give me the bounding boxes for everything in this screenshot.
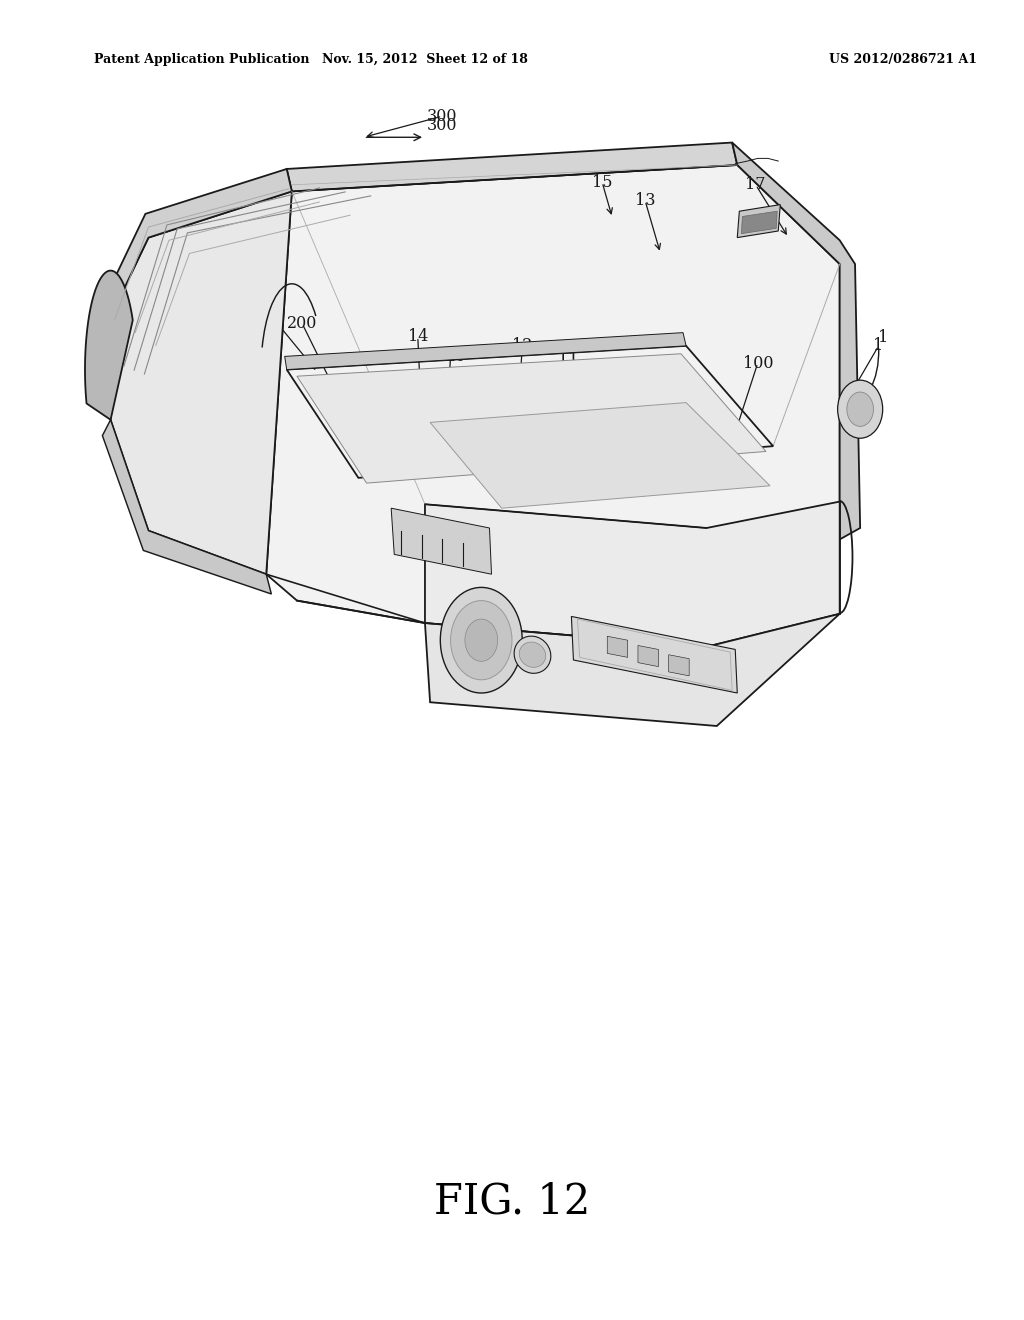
Polygon shape (737, 205, 780, 238)
Polygon shape (287, 143, 737, 191)
Text: 12: 12 (512, 338, 532, 354)
Polygon shape (607, 636, 628, 657)
Text: 1: 1 (878, 330, 888, 346)
Circle shape (440, 587, 522, 693)
Text: 140: 140 (435, 348, 466, 364)
Polygon shape (638, 645, 658, 667)
Text: Patent Application Publication: Patent Application Publication (94, 53, 309, 66)
Polygon shape (111, 191, 292, 574)
Polygon shape (391, 508, 492, 574)
Text: 17: 17 (745, 177, 766, 193)
Polygon shape (571, 616, 737, 693)
Text: 13: 13 (635, 193, 655, 209)
Ellipse shape (519, 642, 546, 668)
Text: 1: 1 (873, 338, 884, 354)
Polygon shape (266, 165, 840, 623)
Text: Nov. 15, 2012  Sheet 12 of 18: Nov. 15, 2012 Sheet 12 of 18 (322, 53, 528, 66)
Circle shape (838, 380, 883, 438)
Polygon shape (108, 169, 292, 317)
Text: 14: 14 (408, 329, 428, 345)
Text: US 2012/0286721 A1: US 2012/0286721 A1 (829, 53, 978, 66)
Text: 300: 300 (427, 117, 458, 133)
Text: 11: 11 (558, 351, 579, 367)
Polygon shape (707, 143, 860, 614)
Circle shape (847, 392, 873, 426)
Polygon shape (285, 333, 686, 370)
Text: 121: 121 (611, 370, 642, 385)
Ellipse shape (514, 636, 551, 673)
Text: 2: 2 (195, 282, 205, 298)
Circle shape (451, 601, 512, 680)
Polygon shape (425, 614, 840, 726)
Text: 300: 300 (427, 108, 458, 124)
Polygon shape (297, 354, 766, 483)
Text: 21: 21 (141, 293, 162, 309)
Polygon shape (102, 420, 271, 594)
Polygon shape (741, 211, 777, 234)
Text: 200: 200 (287, 315, 317, 331)
Text: 100: 100 (742, 355, 773, 371)
Circle shape (465, 619, 498, 661)
Text: 3: 3 (256, 296, 266, 312)
Text: FIG. 12: FIG. 12 (434, 1180, 590, 1222)
Polygon shape (85, 271, 133, 420)
Polygon shape (669, 655, 689, 676)
Text: 15: 15 (592, 174, 612, 190)
Polygon shape (425, 502, 840, 647)
Polygon shape (430, 403, 770, 508)
